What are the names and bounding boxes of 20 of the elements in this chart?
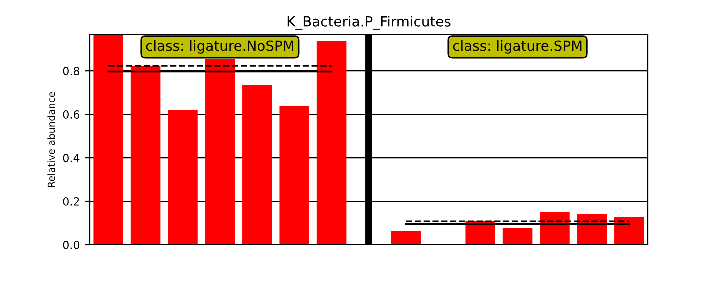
y-axis-title: Relative abundance	[48, 92, 56, 188]
y-tick-label: 0.0	[63, 240, 80, 250]
bar	[540, 212, 570, 245]
y-tick-label: 0.2	[63, 197, 80, 206]
annotation: class: ligature.NoSPM	[146, 40, 294, 54]
bar	[242, 85, 272, 245]
bar	[614, 217, 644, 245]
annotation: class: ligature.SPM	[453, 40, 582, 54]
bar	[168, 110, 198, 245]
bar	[391, 232, 422, 245]
y-tick-label: 0.4	[63, 154, 80, 162]
y-tick-label: 0.6	[63, 110, 80, 119]
bar	[205, 59, 236, 245]
chart-title: K_Bacteria.P_Firmicutes	[288, 16, 451, 30]
bar	[280, 106, 310, 245]
bar	[94, 35, 124, 245]
y-tick-label: 0.8	[63, 67, 80, 76]
bar	[130, 66, 161, 245]
bar	[502, 228, 533, 245]
bar	[316, 41, 347, 245]
